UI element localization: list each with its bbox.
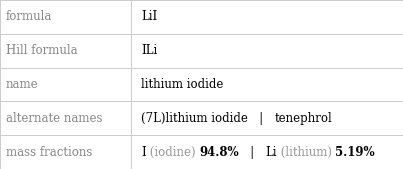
Text: Li: Li bbox=[265, 146, 277, 159]
Text: 94.8%: 94.8% bbox=[199, 146, 239, 159]
Text: (iodine): (iodine) bbox=[146, 146, 199, 159]
Text: 5.19%: 5.19% bbox=[335, 146, 375, 159]
Text: mass fractions: mass fractions bbox=[6, 146, 92, 159]
Text: ILi: ILi bbox=[141, 44, 157, 57]
Text: |: | bbox=[248, 112, 274, 125]
Text: name: name bbox=[6, 78, 39, 91]
Text: lithium iodide: lithium iodide bbox=[141, 78, 223, 91]
Text: formula: formula bbox=[6, 10, 52, 23]
Text: LiI: LiI bbox=[141, 10, 157, 23]
Text: tenephrol: tenephrol bbox=[274, 112, 332, 125]
Text: |: | bbox=[239, 146, 265, 159]
Text: Hill formula: Hill formula bbox=[6, 44, 78, 57]
Text: (lithium): (lithium) bbox=[277, 146, 335, 159]
Text: alternate names: alternate names bbox=[6, 112, 102, 125]
Text: I: I bbox=[141, 146, 146, 159]
Text: (7L)lithium iodide: (7L)lithium iodide bbox=[141, 112, 248, 125]
